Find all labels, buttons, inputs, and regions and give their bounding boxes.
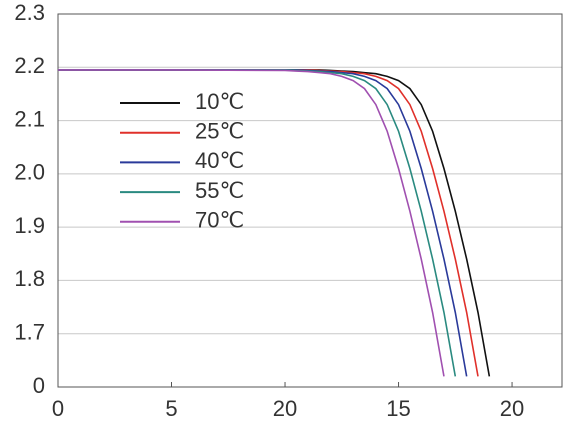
legend-label: 55℃ — [195, 178, 244, 203]
series-line — [58, 69, 445, 377]
y-tick-label: 2.3 — [14, 0, 45, 25]
x-tick-label: 0 — [52, 396, 64, 421]
series-line — [58, 69, 479, 377]
y-tick-label: 2.2 — [14, 53, 45, 78]
legend-label: 10℃ — [195, 89, 244, 114]
legend-label: 25℃ — [195, 119, 244, 144]
y-tick-label: 2.1 — [14, 106, 45, 131]
plot-frame — [57, 13, 563, 388]
x-tick-label: 5 — [165, 396, 177, 421]
y-tick-label: 1.7 — [14, 320, 45, 345]
series-line — [58, 69, 468, 377]
y-tick-label: 1.8 — [14, 266, 45, 291]
legend-label: 70℃ — [195, 208, 244, 233]
y-tick-label: 0 — [33, 373, 45, 398]
series-line — [58, 69, 457, 377]
x-tick-label: 20 — [500, 396, 524, 421]
y-tick-label: 1.9 — [14, 213, 45, 238]
x-tick-label: 15 — [386, 396, 410, 421]
y-tick-label: 2.0 — [14, 160, 45, 185]
x-tick-label: 20 — [273, 396, 297, 421]
legend-label: 40℃ — [195, 148, 244, 173]
